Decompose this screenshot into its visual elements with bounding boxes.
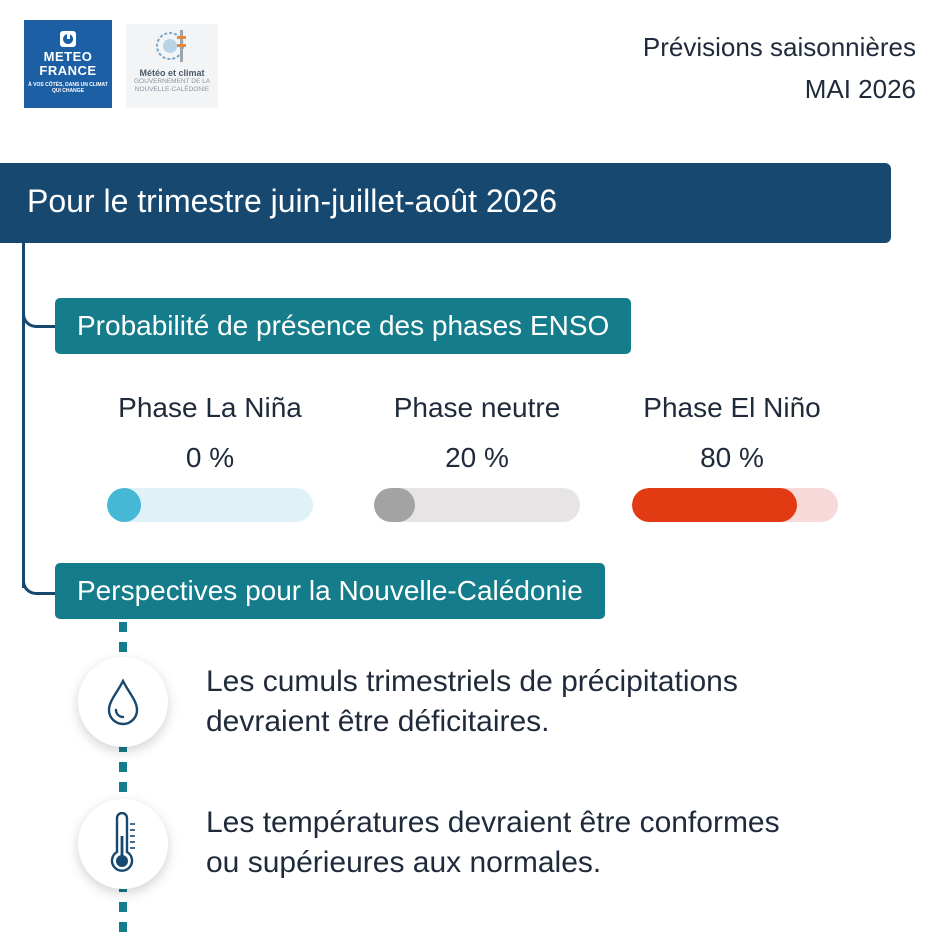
phase-name: Phase La Niña	[118, 392, 302, 423]
page-header: Prévisions saisonnières MAI 2026	[643, 26, 916, 110]
outlook-line: Les cumuls trimestriels de précipitation…	[206, 665, 738, 698]
header-date: MAI 2026	[804, 74, 916, 104]
logo-tagline: À VOS CÔTÉS, DANS UN CLIMAT QUI CHANGE	[28, 82, 108, 94]
phase-value: 20 %	[445, 442, 509, 473]
probability-bar-fill	[374, 488, 416, 522]
water-drop-icon	[107, 678, 139, 726]
meteo-france-logo: METEO FRANCE À VOS CÔTÉS, DANS UN CLIMAT…	[24, 20, 112, 108]
dotted-timeline	[119, 622, 127, 934]
nc-logo-sub2: NOUVELLE-CALÉDONIE	[134, 86, 210, 93]
temperature-icon-badge	[78, 799, 168, 889]
header-title: Prévisions saisonnières	[642, 32, 916, 62]
outlook-line: Les températures devraient être conforme…	[206, 806, 780, 839]
connector-curve-perspectives	[22, 562, 59, 595]
connector-curve-enso	[22, 293, 59, 328]
logo-line1: METEO	[43, 49, 93, 64]
phase-el-nino: Phase El Niño 80 %	[602, 388, 862, 478]
nc-logo-sub1: GOUVERNEMENT DE LA	[133, 78, 211, 85]
connector-line	[22, 243, 25, 588]
phase-neutre: Phase neutre 20 %	[347, 388, 607, 478]
meteo-france-mark-icon	[60, 31, 76, 47]
precipitation-icon-badge	[78, 657, 168, 747]
probability-bar-la-nina	[107, 488, 313, 522]
probability-bar-fill	[107, 488, 141, 522]
nc-emblem-icon	[156, 30, 186, 62]
phase-value: 80 %	[700, 442, 764, 473]
outlook-line: devraient être déficitaires.	[206, 705, 550, 738]
phase-value: 0 %	[185, 442, 235, 473]
phase-name: Phase neutre	[393, 392, 561, 423]
temperature-outlook: Les températures devraient être conforme…	[206, 803, 780, 883]
phase-name: Phase El Niño	[643, 392, 821, 423]
precipitation-outlook: Les cumuls trimestriels de précipitation…	[206, 662, 738, 742]
thermometer-icon	[110, 812, 135, 872]
logo-line2: FRANCE	[39, 63, 97, 78]
phase-la-nina: Phase La Niña 0 %	[80, 388, 340, 478]
period-banner: Pour le trimestre juin-juillet-août 2026	[0, 163, 891, 243]
probability-bar-el-nino	[632, 488, 838, 522]
nc-logo-title: Météo et climat	[139, 68, 205, 78]
enso-heading: Probabilité de présence des phases ENSO	[55, 298, 632, 354]
meteo-climat-nc-logo: Météo et climat GOUVERNEMENT DE LA NOUVE…	[126, 24, 218, 108]
outlook-line: ou supérieures aux normales.	[206, 846, 602, 879]
probability-bar-neutre	[374, 488, 580, 522]
probability-bar-fill	[632, 488, 797, 522]
perspectives-heading: Perspectives pour la Nouvelle-Calédonie	[55, 563, 605, 619]
